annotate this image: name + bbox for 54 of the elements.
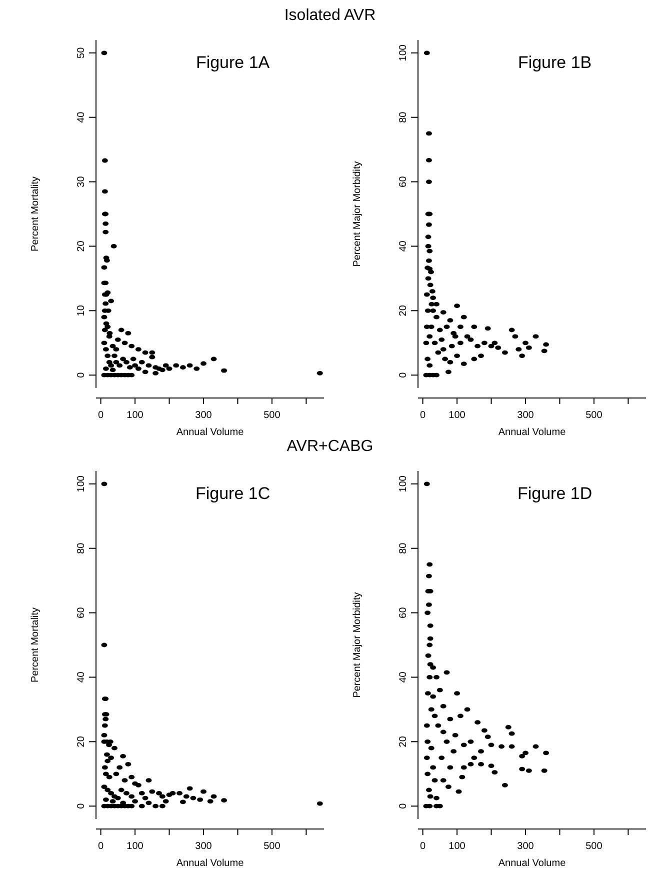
x-tick-label: 100: [126, 841, 144, 852]
x-tick-label: 0: [420, 410, 426, 421]
y-tick-label: 10: [76, 304, 87, 316]
y-tick-label: 100: [398, 475, 409, 492]
x-tick-label: 300: [195, 841, 212, 852]
y-tick-label: 60: [398, 176, 409, 188]
y-tick-label: 100: [398, 44, 409, 62]
y-tick-label: 0: [398, 372, 409, 378]
y-tick-label: 50: [76, 46, 87, 58]
text: Figure 1A: [196, 53, 270, 72]
y-tick-label: 0: [398, 802, 409, 809]
text: Isolated AVR: [284, 7, 376, 24]
x-tick-label: 0: [98, 841, 104, 852]
text: Figure 1D: [517, 484, 592, 503]
x-tick-label: 500: [264, 410, 281, 421]
text: Figure 1C: [195, 484, 270, 503]
x-tick-label: 100: [126, 410, 144, 421]
x-axis-title: Annual Volume: [176, 858, 244, 869]
y-tick-label: 30: [76, 176, 87, 188]
y-tick-label: 40: [76, 671, 87, 683]
x-tick-label: 300: [517, 410, 534, 421]
x-tick-label: 0: [98, 410, 104, 421]
text: Figure 1B: [518, 53, 592, 72]
y-tick-label: 20: [76, 240, 87, 252]
x-tick-label: 500: [264, 841, 281, 852]
y-tick-label: 80: [398, 111, 409, 123]
x-tick-label: 100: [448, 410, 466, 421]
y-tick-label: 60: [398, 606, 409, 618]
y-tick-label: 0: [76, 372, 87, 378]
y-tick-label: 100: [76, 475, 87, 492]
y-axis-title: Percent Mortality: [30, 176, 41, 252]
y-tick-label: 80: [398, 542, 409, 554]
x-tick-label: 0: [420, 841, 426, 852]
x-axis-title: Annual Volume: [498, 427, 566, 438]
y-tick-label: 40: [398, 671, 409, 683]
x-tick-label: 500: [586, 410, 603, 421]
x-axis-title: Annual Volume: [176, 427, 244, 438]
y-tick-label: 0: [76, 802, 87, 809]
x-tick-label: 300: [517, 841, 534, 852]
y-axis-title: Percent Mortality: [30, 607, 41, 683]
x-tick-label: 500: [586, 841, 603, 852]
y-tick-label: 20: [76, 736, 87, 748]
y-tick-label: 60: [76, 606, 87, 618]
x-axis-title: Annual Volume: [498, 858, 566, 869]
x-tick-label: 300: [195, 410, 212, 421]
text: AVR+CABG: [286, 438, 374, 455]
y-axis-title: Percent Major Morbidity: [352, 592, 363, 698]
y-tick-label: 40: [398, 240, 409, 252]
x-tick-label: 100: [448, 841, 466, 852]
y-tick-label: 80: [76, 542, 87, 554]
y-axis-title: Percent Major Morbidity: [352, 161, 363, 267]
y-tick-label: 20: [398, 304, 409, 316]
y-tick-label: 40: [76, 111, 87, 123]
y-tick-label: 20: [398, 736, 409, 748]
